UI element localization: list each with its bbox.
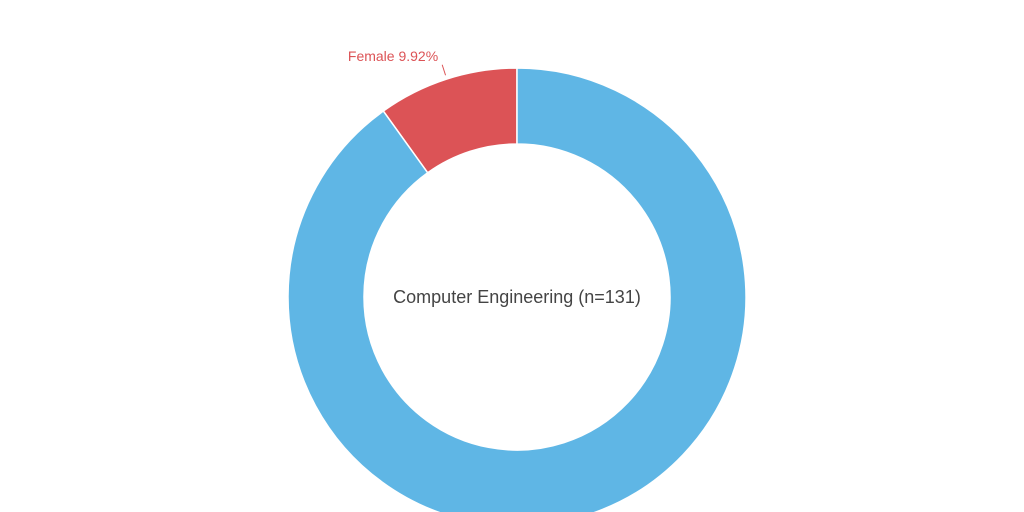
- leader-line: [441, 64, 447, 76]
- slice-value-label: 9.92%: [398, 47, 438, 63]
- donut-slice: [287, 67, 747, 512]
- slice-category: Female: [348, 47, 395, 63]
- slice-label: Female 9.92%: [348, 47, 438, 63]
- center-label: Computer Engineering (n=131): [393, 287, 641, 307]
